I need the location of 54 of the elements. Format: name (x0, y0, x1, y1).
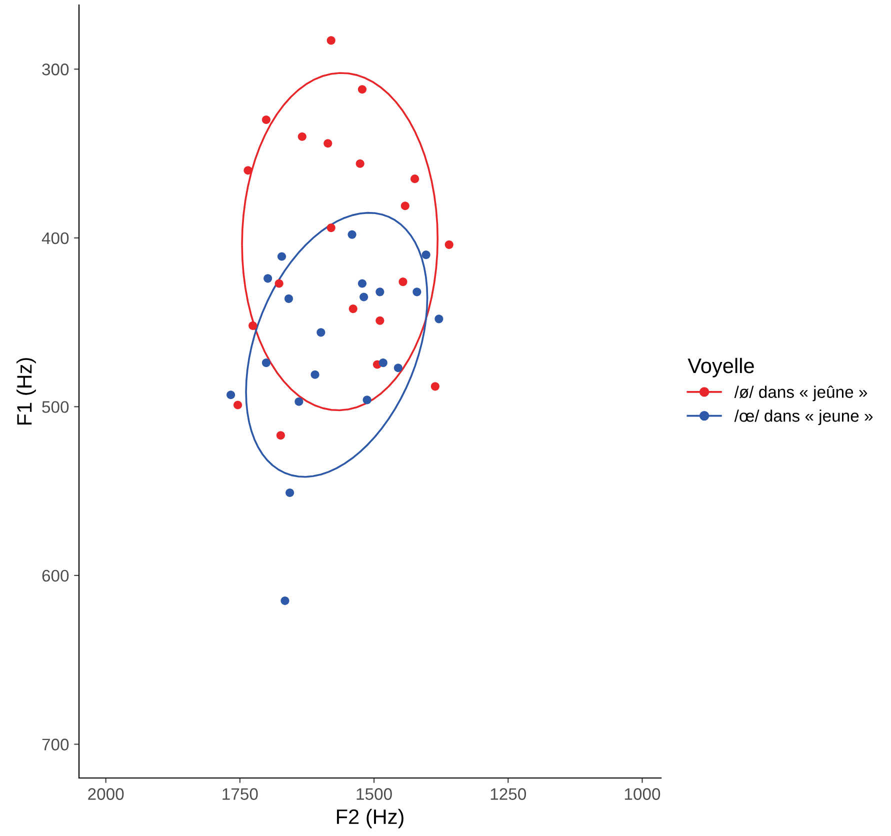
y-tick-label: 500 (42, 401, 69, 413)
point (226, 390, 236, 400)
point (394, 364, 402, 372)
point (376, 288, 384, 296)
point (280, 596, 290, 606)
point (348, 304, 358, 314)
point (358, 279, 367, 288)
point (286, 488, 294, 498)
point (274, 279, 284, 288)
point (244, 166, 252, 175)
x-tick-label: 1000 (624, 788, 660, 800)
x-tick-label: 1750 (222, 788, 258, 800)
point (248, 321, 258, 330)
y-tick-label: 300 (42, 64, 69, 76)
point (444, 240, 454, 249)
point (316, 328, 326, 337)
y-tick-label: 400 (42, 232, 69, 244)
point (358, 85, 367, 94)
y-axis-title: F1 (Hz) (16, 358, 36, 425)
point (310, 370, 320, 379)
point (264, 274, 272, 283)
point (284, 294, 294, 303)
point (430, 382, 440, 391)
legend-title: Voyelle (688, 358, 754, 378)
legend-label: /œ/ dans « jeune » (734, 410, 873, 426)
point (412, 288, 422, 296)
point (422, 250, 430, 260)
x-tick-label: 1500 (356, 788, 392, 800)
x-axis-title: F2 (Hz) (336, 808, 404, 828)
point (434, 314, 444, 324)
point (294, 397, 304, 406)
point (298, 132, 306, 141)
point (378, 358, 388, 368)
point (410, 174, 420, 184)
point (362, 396, 372, 404)
point (324, 139, 332, 148)
point (400, 202, 410, 210)
point (348, 230, 356, 239)
point (233, 400, 242, 410)
point (262, 358, 270, 368)
point (398, 278, 408, 286)
point (356, 159, 364, 168)
point (326, 36, 336, 45)
y-tick-label: 700 (42, 738, 69, 750)
x-tick-label: 1250 (490, 788, 526, 800)
point (376, 316, 384, 325)
point (262, 115, 270, 124)
point (326, 224, 336, 232)
legend-label: /ø/ dans « jeûne » (734, 386, 868, 402)
point (276, 431, 285, 440)
point (360, 292, 368, 302)
point (277, 252, 286, 261)
y-tick-label: 600 (42, 570, 69, 582)
x-tick-label: 2000 (88, 788, 124, 800)
